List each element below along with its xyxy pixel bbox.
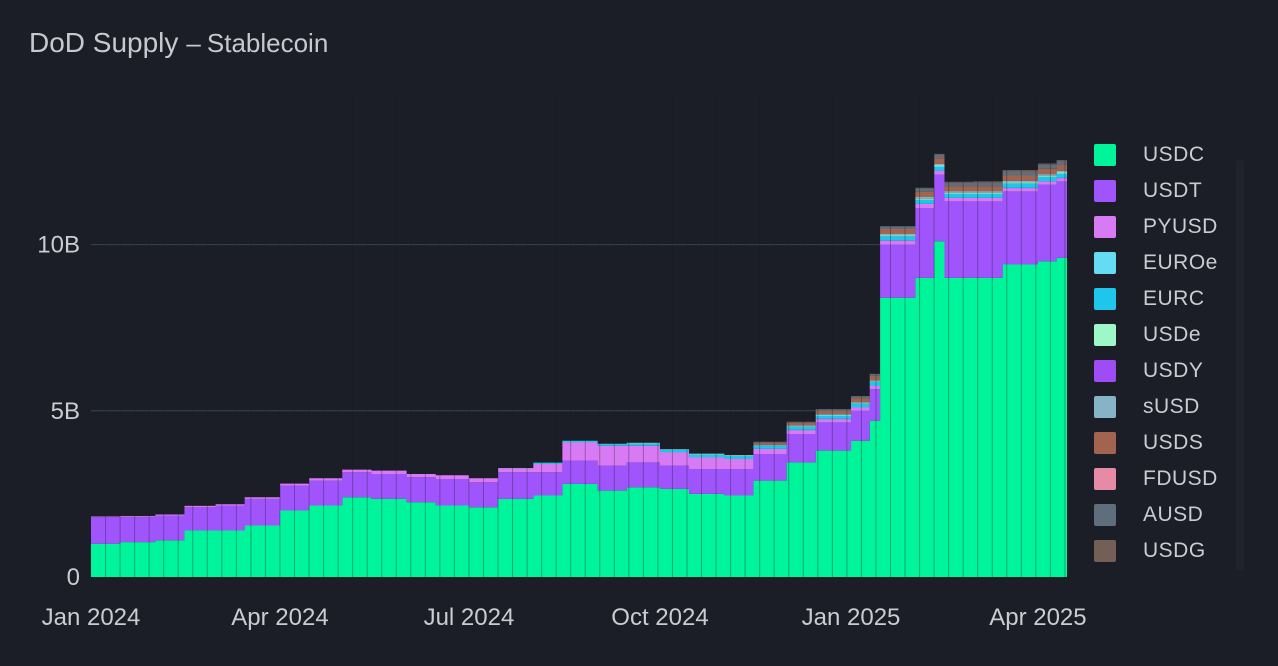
legend-swatch xyxy=(1094,360,1116,382)
legend-swatch xyxy=(1094,180,1116,202)
legend-item-pyusd[interactable]: PYUSD xyxy=(1094,209,1240,245)
legend-item-usds[interactable]: USDS xyxy=(1094,425,1240,461)
legend-swatch xyxy=(1094,216,1116,238)
chart-title-separator: – xyxy=(186,28,201,58)
y-tick-label: 10B xyxy=(37,232,80,259)
bar-separators xyxy=(105,95,1066,577)
legend-label: FDUSD xyxy=(1143,467,1218,490)
series-area-usdt[interactable] xyxy=(91,174,1067,544)
legend-label: EURC xyxy=(1143,287,1205,310)
legend-item-usdy[interactable]: USDY xyxy=(1094,353,1240,389)
legend-label: USDC xyxy=(1143,143,1205,166)
legend-label: USDG xyxy=(1143,539,1206,562)
legend-scrollbar[interactable] xyxy=(1236,160,1244,570)
legend-label: AUSD xyxy=(1143,503,1204,526)
legend-label: PYUSD xyxy=(1143,215,1218,238)
legend-item-susd[interactable]: sUSD xyxy=(1094,389,1240,425)
legend-label: USDe xyxy=(1143,323,1202,346)
legend-item-euroe[interactable]: EUROe xyxy=(1094,245,1240,281)
legend-item-fdusd[interactable]: FDUSD xyxy=(1094,461,1240,497)
legend-item-usdt[interactable]: USDT xyxy=(1094,173,1240,209)
legend-label: USDY xyxy=(1143,359,1204,382)
chart-title: DoD Supply – Stablecoin xyxy=(29,27,328,59)
y-tick-label: 0 xyxy=(67,564,80,591)
legend-item-usdg[interactable]: USDG xyxy=(1094,533,1240,569)
legend-swatch xyxy=(1094,252,1116,274)
y-tick-label: 5B xyxy=(51,398,80,425)
x-tick-label: Jan 2025 xyxy=(802,604,901,631)
chart-title-main: DoD Supply xyxy=(29,27,179,58)
x-tick-label: Jul 2024 xyxy=(424,604,515,631)
legend-item-eurc[interactable]: EURC xyxy=(1094,281,1240,317)
legend-swatch xyxy=(1094,396,1116,418)
series-area-pyusd[interactable] xyxy=(91,170,1067,518)
x-tick-label: Jan 2024 xyxy=(42,604,141,631)
legend-swatch xyxy=(1094,540,1116,562)
legend-swatch xyxy=(1094,324,1116,346)
chart-subtitle: Stablecoin xyxy=(206,28,329,58)
x-tick-label: Apr 2025 xyxy=(989,604,1086,631)
legend-swatch xyxy=(1094,504,1116,526)
legend-swatch xyxy=(1094,144,1116,166)
chart-legend: USDC USDT PYUSD EUROe EURC USDe USDY sUSD USDS FD… xyxy=(1094,137,1240,569)
legend-item-usdc[interactable]: USDC xyxy=(1094,137,1240,173)
legend-label: USDS xyxy=(1143,431,1204,454)
legend-item-usde[interactable]: USDe xyxy=(1094,317,1240,353)
legend-label: USDT xyxy=(1143,179,1203,202)
x-tick-label: Oct 2024 xyxy=(611,604,708,631)
legend-item-ausd[interactable]: AUSD xyxy=(1094,497,1240,533)
x-tick-label: Apr 2024 xyxy=(231,604,328,631)
series-area-usdc[interactable] xyxy=(91,241,1067,577)
legend-swatch xyxy=(1094,432,1116,454)
legend-swatch xyxy=(1094,468,1116,490)
legend-label: EUROe xyxy=(1143,251,1218,274)
legend-label: sUSD xyxy=(1143,395,1200,418)
series-areas xyxy=(91,153,1067,577)
legend-swatch xyxy=(1094,288,1116,310)
